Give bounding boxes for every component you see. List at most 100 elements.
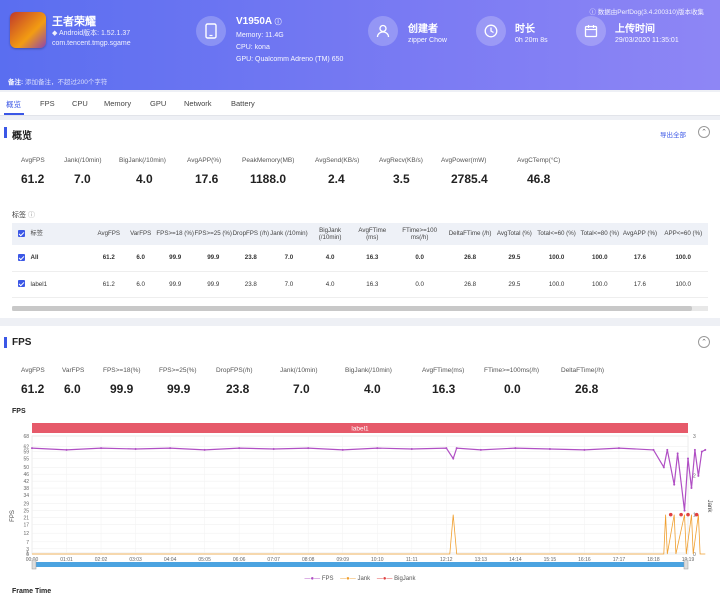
stat-label: AvgFPS (21, 367, 45, 374)
table-scroll-thumb[interactable] (12, 306, 692, 311)
stat-value: 2785.4 (451, 172, 488, 186)
table-cell: 100.0 (534, 245, 579, 272)
time-range-slider[interactable] (32, 562, 688, 567)
app-package: com.tencent.tmgp.sgame (52, 40, 131, 47)
stat-label: Jank(/10min) (64, 157, 102, 164)
overview-header: 概览 导出全部 ⌃ (0, 124, 720, 142)
label-table: 标签 AvgFPS VarFPS FPS>=18 (%) FPS>=25 (%)… (12, 223, 708, 298)
fps-point (683, 509, 686, 512)
table-row[interactable]: All 61.2 6.0 99.9 99.9 23.8 7.0 4.0 16.3… (12, 245, 708, 272)
checkbox-icon[interactable] (17, 230, 25, 238)
y-tick-label: 1 (26, 550, 29, 556)
stat-label: AvgAPP(%) (187, 157, 222, 164)
table-row[interactable]: label1 61.2 6.0 99.9 99.9 23.8 7.0 4.0 1… (12, 271, 708, 298)
table-cell: 100.0 (578, 245, 622, 272)
table-cell: 61.2 (92, 245, 126, 272)
bigjank-point (679, 512, 683, 517)
tab-battery[interactable]: Battery (231, 99, 255, 108)
label-band[interactable] (32, 423, 688, 433)
slider-handle-left[interactable] (31, 559, 37, 570)
column-header: APP<=60 (%) (658, 223, 708, 245)
android-icon: ◆ (52, 30, 59, 37)
tab-cpu[interactable]: CPU (72, 99, 88, 108)
fps-point (700, 450, 703, 453)
chart-series (31, 447, 707, 555)
note-placeholder[interactable]: 添加备注，不超过200个字符 (24, 79, 108, 86)
table-cell: 16.3 (351, 245, 393, 272)
info-icon: ⓘ (589, 9, 598, 16)
stat-value: 3.5 (393, 172, 410, 186)
export-all-link[interactable]: 导出全部 (660, 132, 686, 139)
column-header: DropFPS (/h) (232, 223, 270, 245)
x-tick-label: 01:01 (60, 557, 73, 563)
fps-point (687, 457, 689, 460)
fps-panel: FPS ⌃ AvgFPS 61.2 VarFPS 6.0 FPS>=18(%) … (0, 326, 720, 597)
device-gpu: GPU: Qualcomm Adreno (TM) 650 (236, 56, 344, 63)
info-icon[interactable]: ⓘ (274, 19, 282, 26)
stat-label: VarFPS (62, 367, 85, 374)
fps-point (662, 466, 665, 469)
column-header: VarFPS (125, 223, 157, 245)
y2-tick-label: 1 (693, 513, 696, 519)
fps-point (704, 448, 707, 451)
slider-handle-right[interactable] (683, 559, 689, 570)
table-cell: 99.9 (194, 271, 233, 298)
table-cell: 17.6 (621, 271, 659, 298)
stat-value: 4.0 (136, 172, 153, 186)
stat-value: 26.8 (575, 382, 599, 396)
bigjank-point (668, 512, 673, 517)
app-os-version: ◆ Android版本: 1.52.1.37 (52, 30, 131, 37)
x-tick-label: 11:11 (406, 557, 418, 563)
fps-point (514, 447, 517, 450)
fps-point (693, 448, 696, 451)
legend-item[interactable]: —●— Jank (340, 576, 371, 582)
fps-point (673, 483, 676, 486)
stat-value: 61.2 (21, 382, 45, 396)
fps-point (617, 447, 620, 450)
table-cell: 23.8 (232, 245, 270, 272)
legend-item[interactable]: —●— BigJank (376, 576, 416, 582)
app-name: 王者荣耀 (52, 16, 96, 28)
note-row[interactable]: 备注: 添加备注，不超过200个字符 (8, 76, 107, 86)
fps-point (666, 448, 669, 451)
fps-point (652, 448, 655, 451)
note-label: 备注: (8, 79, 24, 86)
row-checkbox[interactable] (12, 271, 31, 298)
tab-network[interactable]: Network (184, 99, 212, 108)
tab-fps[interactable]: FPS (40, 99, 55, 108)
legend-item[interactable]: —●— FPS (304, 576, 334, 582)
stat-value: 6.0 (64, 382, 81, 396)
select-all-header[interactable] (12, 223, 31, 245)
y-tick-label: 29 (23, 502, 29, 508)
label-title: 标签 ⓘ (12, 212, 35, 219)
stat-label: AvgFTime(ms) (422, 367, 465, 374)
upload-label: 上传时间 (615, 24, 655, 35)
y-tick-label: 3 (26, 547, 29, 553)
info-icon[interactable]: ⓘ (27, 212, 35, 219)
table-cell: 16.3 (351, 271, 393, 298)
y-tick-label: 21 (23, 516, 29, 522)
fps-chart[interactable]: label1 01371217212529343842465055596268 … (0, 416, 720, 576)
column-header: Total<=80 (%) (578, 223, 622, 245)
collapse-icon[interactable]: ⌃ (698, 336, 710, 348)
table-cell: 99.9 (194, 245, 233, 272)
device-memory: Memory: 11.4G (236, 32, 284, 39)
chart-legend: —●— FPS —●— Jank —●— BigJank (0, 576, 720, 582)
checkbox-icon[interactable] (17, 254, 25, 262)
bigjank-point (686, 512, 690, 517)
fps-point (134, 448, 137, 451)
row-checkbox[interactable] (12, 245, 31, 272)
fps-point (445, 447, 448, 450)
table-header-row: 标签 AvgFPS VarFPS FPS>=18 (%) FPS>=25 (%)… (12, 223, 708, 245)
y-tick-label: 50 (23, 465, 29, 471)
phone-icon (196, 16, 226, 46)
table-cell: 0.0 (392, 245, 447, 272)
fps-point (583, 448, 586, 451)
tab-gpu[interactable]: GPU (150, 99, 167, 108)
checkbox-icon[interactable] (17, 280, 25, 288)
tab-overview[interactable]: 概览 (6, 100, 21, 109)
stat-value: 7.0 (293, 382, 310, 396)
tab-memory[interactable]: Memory (104, 99, 132, 108)
collapse-icon[interactable]: ⌃ (698, 126, 710, 138)
fps-point (31, 447, 33, 450)
